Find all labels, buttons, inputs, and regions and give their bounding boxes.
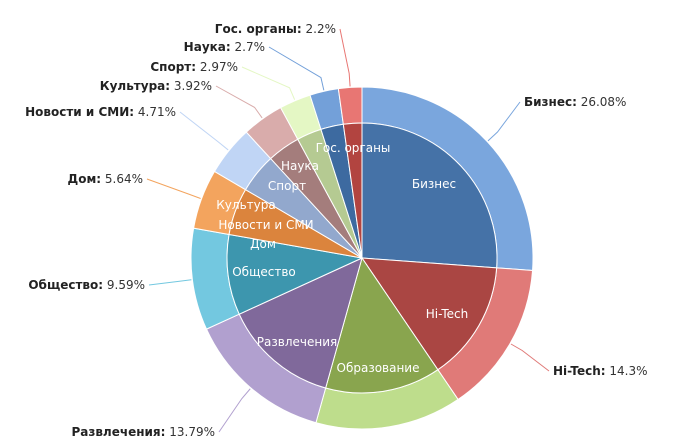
inner-label-culture: Культура — [216, 198, 275, 212]
inner-label-society: Общество — [232, 265, 296, 279]
outer-label-value: 26.08% — [577, 95, 627, 109]
leader-line-home — [146, 178, 201, 199]
outer-label-value: 3.92% — [170, 79, 212, 93]
outer-label-society: Общество: 9.59% — [28, 278, 145, 292]
outer-labels: Бизнес: 26.08% Hi-Tech: 14.3% Развлечения:… — [25, 22, 647, 439]
outer-label-news-media: Новости и СМИ: 4.71% — [25, 105, 176, 119]
outer-label-government: Гос. органы: 2.2% — [215, 22, 336, 36]
inner-slice-education[interactable] — [325, 256, 439, 394]
outer-label-name: Спорт: — [150, 60, 196, 74]
outer-label-value: 2.2% — [302, 22, 336, 36]
leader-line-society — [148, 279, 192, 286]
leader-line-science — [268, 46, 325, 91]
outer-label-name: Гос. органы: — [215, 22, 302, 36]
leader-line-news-media — [179, 111, 229, 151]
outer-label-value: 5.64% — [101, 172, 143, 186]
inner-slice-hi-tech[interactable] — [361, 257, 498, 371]
inner-label-science: Наука — [281, 159, 319, 173]
inner-label-home: Дом — [250, 237, 276, 251]
outer-label-name: Культура: — [100, 79, 170, 93]
inner-pie — [226, 122, 498, 394]
inner-label-business: Бизнес — [412, 177, 456, 191]
inner-label-education: Образование — [337, 361, 420, 375]
inner-label-hi-tech: Hi-Tech — [426, 307, 468, 321]
leader-line-hi-tech — [510, 343, 550, 372]
outer-label-name: Бизнес: — [524, 95, 577, 109]
outer-label-name: Наука: — [184, 40, 231, 54]
inner-label-news-media: Новости и СМИ — [218, 218, 313, 232]
outer-label-value: 14.3% — [606, 364, 648, 378]
outer-label-entertainment: Развлечения: 13.79% — [71, 425, 215, 439]
outer-label-name: Новости и СМИ: — [25, 105, 134, 119]
outer-label-name: Hi-Tech: — [553, 364, 606, 378]
leader-line-business — [487, 101, 521, 142]
inner-label-entertainment: Развлечения — [257, 335, 337, 349]
inner-slice-entertainment[interactable] — [238, 257, 363, 389]
leader-line-sport — [241, 66, 296, 100]
outer-label-science: Наука: 2.7% — [184, 40, 265, 54]
inner-slice-government[interactable] — [342, 122, 363, 259]
outer-label-value: 4.71% — [134, 105, 176, 119]
outer-label-value: 2.97% — [196, 60, 238, 74]
inner-slice-business[interactable] — [361, 122, 498, 269]
leader-lines — [146, 28, 550, 433]
outer-label-business: Бизнес: 26.08% — [524, 95, 626, 109]
outer-label-hi-tech: Hi-Tech: 14.3% — [553, 364, 648, 378]
outer-label-value: 9.59% — [103, 278, 145, 292]
inner-label-government: Гос. органы — [316, 141, 391, 155]
outer-label-value: 13.79% — [165, 425, 215, 439]
outer-label-name: Развлечения: — [71, 425, 165, 439]
inner-label-sport: Спорт — [268, 179, 306, 193]
leader-line-entertainment — [218, 388, 251, 433]
outer-label-sport: Спорт: 2.97% — [150, 60, 238, 74]
outer-label-value: 2.7% — [231, 40, 265, 54]
outer-label-culture: Культура: 3.92% — [100, 79, 212, 93]
outer-label-home: Дом: 5.64% — [68, 172, 143, 186]
outer-label-name: Дом: — [68, 172, 102, 186]
inner-slice-society[interactable] — [226, 233, 364, 315]
outer-label-name: Общество: — [28, 278, 103, 292]
leader-line-government — [339, 28, 351, 87]
leader-line-culture — [215, 85, 263, 119]
